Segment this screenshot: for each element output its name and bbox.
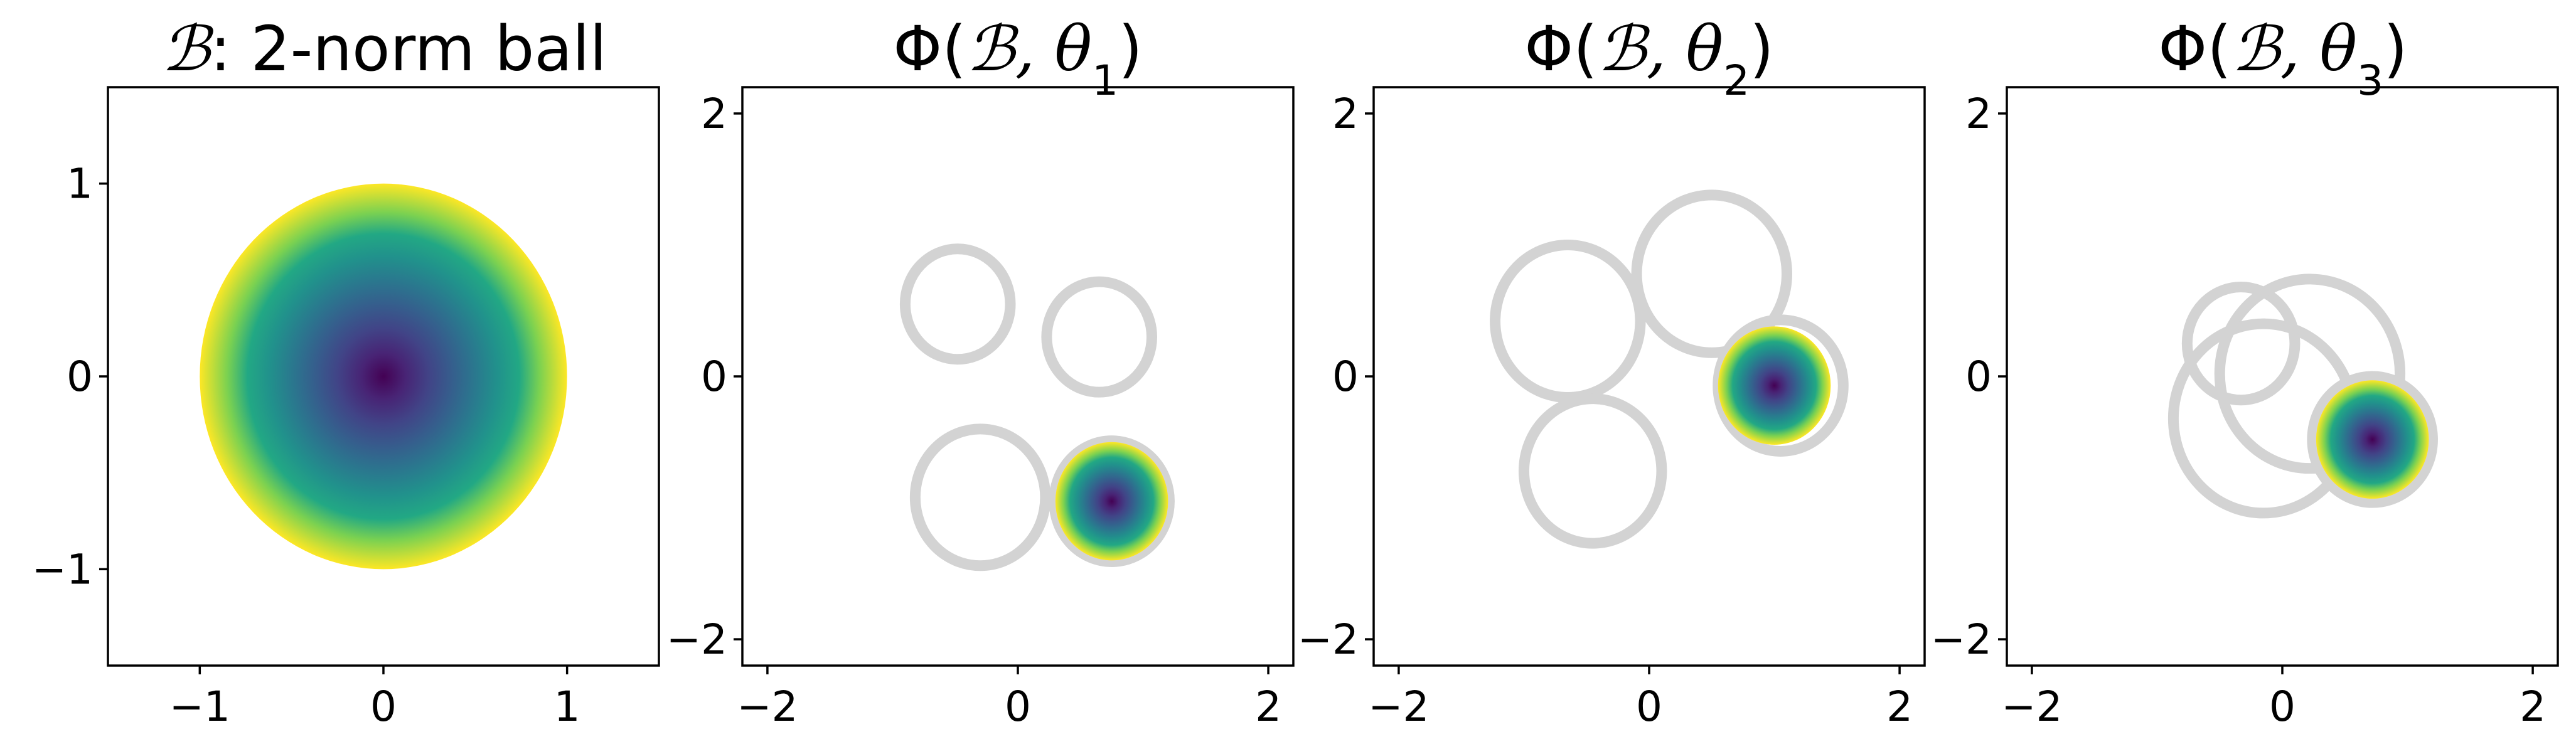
panel-1-filled-ball — [200, 183, 567, 570]
panel-2-ring-2 — [1041, 276, 1158, 398]
panel-2-title-script: ℬ — [966, 13, 1019, 85]
panel-1-title-script: ℬ — [161, 13, 214, 85]
panel-2-y-tick-label: 2 — [701, 90, 727, 138]
panel-1-title: ℬ: 2-norm ball — [161, 13, 607, 85]
panel-4-filled-ball — [2316, 380, 2429, 499]
panel-2-x-ticks: −2 0 2 — [737, 666, 1281, 731]
panel-2-y-tick-label: 0 — [701, 353, 727, 401]
panel-3-y-tick-label: −2 — [1298, 615, 1359, 664]
panel-3-title-subscript: 2 — [1723, 56, 1750, 105]
panel-4-x-tick-label: 2 — [2520, 683, 2546, 731]
panel-3-y-tick-label: 2 — [1332, 90, 1359, 138]
panel-4-title: Φ(ℬ, θ3) — [2158, 13, 2408, 105]
panel-1-title-suffix: : 2-norm ball — [210, 13, 607, 85]
panel-3-ring-3 — [1518, 393, 1667, 549]
panel-1-x-tick-label: 0 — [370, 683, 397, 731]
panel-4-x-tick-label: 0 — [2269, 683, 2295, 731]
panel-3-filled-ball — [1718, 326, 1831, 445]
panel-4-y-tick-label: 2 — [1965, 90, 1992, 138]
panel-2-y-ticks: −2 0 2 — [666, 90, 742, 664]
panel-3-title-prefix: Φ( — [1524, 13, 1598, 85]
panel-2-title-prefix: Φ( — [893, 13, 966, 85]
panel-1-x-tick-label: −1 — [169, 683, 230, 731]
panel-3-x-tick-label: 2 — [1886, 683, 1913, 731]
panel-2-title-suffix: , θ — [1015, 13, 1093, 85]
panel-3-ring-1 — [1490, 239, 1646, 403]
panel-3-x-tick-label: 0 — [1636, 683, 1662, 731]
panel-3-title-close: ) — [1750, 13, 1774, 85]
panel-1-plot-area — [200, 183, 567, 570]
panel-4: Φ(ℬ, θ3) −2 0 2 −2 0 2 — [1931, 13, 2559, 731]
panel-2-title-subscript: 1 — [1092, 56, 1118, 105]
panel-4-x-tick-label: −2 — [2001, 683, 2062, 731]
panel-2-title-close: ) — [1118, 13, 1143, 85]
panel-3-y-tick-label: 0 — [1332, 353, 1359, 401]
panel-2-y-tick-label: −2 — [666, 615, 727, 664]
panel-2: Φ(ℬ, θ1) −2 0 2 −2 0 2 — [666, 13, 1295, 731]
panel-1-y-ticks: −1 0 1 — [32, 160, 108, 593]
panel-2-ring-3 — [909, 423, 1051, 571]
panel-4-y-ticks: −2 0 2 — [1931, 90, 2007, 664]
panel-3-ring-2 — [1631, 189, 1792, 358]
panel-4-y-tick-label: 0 — [1965, 353, 1992, 401]
panel-4-title-prefix: Φ( — [2158, 13, 2231, 85]
panel-4-ring-4 — [2307, 371, 2438, 508]
panel-4-ring-1 — [2181, 282, 2301, 406]
panel-4-title-script: ℬ — [2231, 13, 2284, 85]
panel-3-x-tick-label: −2 — [1368, 683, 1429, 731]
panel-1-x-ticks: −1 0 1 — [169, 666, 580, 731]
panel-1-x-tick-label: 1 — [554, 683, 580, 731]
panel-2-x-tick-label: −2 — [737, 683, 798, 731]
panel-4-title-suffix: , θ — [2280, 13, 2358, 85]
panel-3-title-script: ℬ — [1598, 13, 1650, 85]
panel-4-title-subscript: 3 — [2357, 56, 2383, 105]
panel-2-plot-area — [899, 243, 1175, 571]
panel-2-filled-ball — [1055, 442, 1168, 561]
panel-1-y-tick-label: −1 — [32, 545, 93, 593]
panel-3-title-suffix: , θ — [1647, 13, 1724, 85]
panel-4-x-ticks: −2 0 2 — [2001, 666, 2546, 731]
panel-4-ring-2 — [2214, 274, 2406, 474]
panel-4-y-tick-label: −2 — [1931, 615, 1992, 664]
panel-2-ring-1 — [899, 243, 1016, 365]
panel-3-title: Φ(ℬ, θ2) — [1524, 13, 1774, 105]
panel-2-title: Φ(ℬ, θ1) — [893, 13, 1143, 105]
panel-3-x-ticks: −2 0 2 — [1368, 666, 1913, 731]
panel-2-frame — [741, 86, 1295, 667]
panel-4-title-close: ) — [2383, 13, 2408, 85]
panel-1: ℬ: 2-norm ball −1 0 1 −1 0 1 — [32, 13, 660, 731]
panel-2-x-tick-label: 2 — [1255, 683, 1281, 731]
panel-3-y-ticks: −2 0 2 — [1298, 90, 1374, 664]
panel-3-plot-area — [1490, 189, 1849, 549]
panel-2-x-tick-label: 0 — [1005, 683, 1031, 731]
panel-2-ring-4 — [1049, 435, 1175, 567]
panel-1-y-tick-label: 1 — [67, 160, 93, 208]
panel-4-plot-area — [2167, 274, 2438, 519]
panel-1-y-tick-label: 0 — [67, 353, 93, 401]
panel-3: Φ(ℬ, θ2) −2 0 2 −202 — [1298, 13, 1926, 731]
